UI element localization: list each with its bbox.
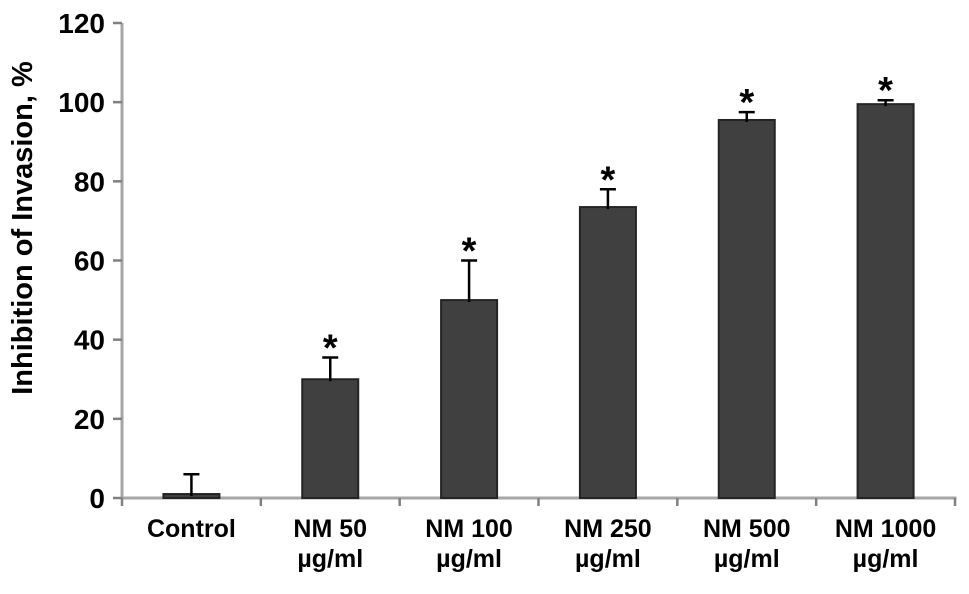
x-tick-label: NM 1000 bbox=[835, 515, 936, 543]
x-tick-label: µg/ml bbox=[853, 545, 919, 573]
x-tick-label: µg/ml bbox=[575, 545, 641, 573]
y-axis-title: Inhibition of Invasion, % bbox=[7, 61, 39, 395]
y-tick-label: 40 bbox=[74, 325, 105, 356]
y-tick-label: 100 bbox=[58, 87, 105, 118]
y-tick-label: 20 bbox=[74, 404, 105, 435]
bar bbox=[578, 206, 637, 499]
x-tick-label: Control bbox=[147, 515, 236, 543]
x-tick-label: µg/ml bbox=[714, 545, 780, 573]
x-tick-label: NM 500 bbox=[703, 515, 791, 543]
bar bbox=[301, 378, 360, 499]
significance-asterisk: * bbox=[739, 82, 754, 124]
significance-asterisk: * bbox=[601, 159, 616, 201]
bar bbox=[440, 299, 499, 500]
significance-asterisk: * bbox=[323, 327, 338, 369]
y-tick-label: 120 bbox=[58, 8, 105, 39]
x-tick-label: µg/ml bbox=[436, 545, 502, 573]
y-tick-label: 0 bbox=[89, 483, 105, 514]
y-tick-label: 60 bbox=[74, 246, 105, 277]
x-tick-label: NM 50 bbox=[293, 515, 367, 543]
x-tick-label: NM 100 bbox=[425, 515, 513, 543]
x-tick-label: µg/ml bbox=[297, 545, 363, 573]
x-tick-label: NM 250 bbox=[564, 515, 652, 543]
bar bbox=[717, 118, 776, 500]
significance-asterisk: * bbox=[878, 70, 893, 112]
bar bbox=[856, 103, 915, 499]
y-tick-label: 80 bbox=[74, 166, 105, 197]
significance-asterisk: * bbox=[462, 231, 477, 273]
